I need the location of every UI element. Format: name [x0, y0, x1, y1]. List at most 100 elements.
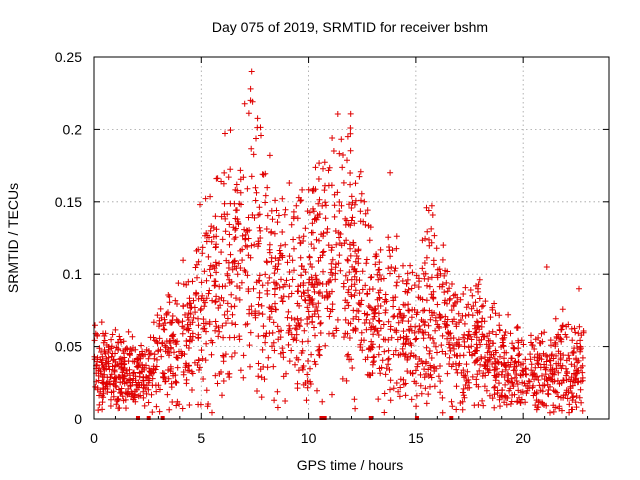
- data-point: [257, 227, 264, 234]
- data-point: [176, 401, 183, 408]
- data-point: [266, 152, 273, 159]
- data-point: [555, 393, 562, 400]
- data-point: [174, 364, 181, 371]
- data-point: [305, 279, 312, 286]
- data-point: [331, 333, 337, 339]
- data-point: [262, 170, 269, 177]
- data-point: [364, 207, 371, 214]
- data-point: [571, 363, 578, 370]
- data-point: [294, 315, 301, 322]
- data-point: [224, 300, 231, 307]
- data-point: [159, 339, 166, 346]
- data-point: [328, 247, 335, 254]
- data-point: [278, 276, 284, 283]
- data-point: [313, 304, 320, 310]
- data-point: [497, 403, 503, 410]
- data-point: [195, 295, 202, 302]
- data-point: [501, 399, 508, 406]
- data-point: [473, 347, 479, 354]
- data-point: [422, 385, 429, 392]
- data-point: [244, 272, 251, 279]
- data-point: [161, 326, 168, 333]
- data-point: [298, 317, 304, 323]
- data-point: [127, 376, 134, 383]
- data-point: [430, 261, 437, 268]
- data-point: [566, 409, 573, 416]
- data-point: [268, 308, 275, 315]
- data-point: [454, 339, 461, 346]
- data-point: [155, 382, 162, 389]
- data-point: [344, 256, 351, 263]
- data-point: [132, 373, 139, 380]
- data-point: [405, 301, 412, 308]
- data-point: [180, 302, 187, 309]
- data-point: [548, 352, 555, 359]
- data-point: [213, 262, 220, 269]
- data-point: [172, 372, 179, 379]
- data-point: [319, 202, 326, 209]
- data-point: [439, 256, 446, 263]
- data-point: [350, 327, 357, 334]
- data-point: [164, 391, 171, 398]
- data-point: [467, 287, 474, 293]
- data-point: [394, 279, 400, 286]
- data-point: [447, 347, 454, 354]
- data-point: [370, 331, 377, 338]
- data-point: [327, 277, 334, 283]
- data-point: [230, 224, 237, 231]
- data-point: [150, 319, 157, 326]
- data-point: [460, 385, 467, 392]
- data-point: [200, 376, 207, 382]
- data-point: [447, 330, 454, 337]
- data-point: [221, 169, 228, 176]
- data-point: [286, 269, 293, 275]
- data-point: [376, 259, 383, 266]
- data-point: [459, 406, 466, 413]
- data-point: [499, 393, 506, 400]
- data-point: [511, 345, 518, 352]
- data-point: [183, 342, 190, 349]
- data-point: [295, 194, 302, 201]
- data-point: [162, 344, 169, 351]
- data-point: [248, 310, 255, 317]
- data-point: [306, 294, 313, 301]
- data-point: [129, 333, 136, 340]
- data-point: [279, 254, 286, 261]
- data-point: [342, 330, 349, 337]
- data-point: [218, 369, 224, 375]
- data-point: [247, 363, 253, 370]
- data-point: [548, 342, 554, 349]
- data-point: [375, 396, 382, 403]
- data-point: [254, 388, 260, 394]
- data-point: [253, 135, 259, 142]
- data-point: [282, 206, 289, 213]
- data-point: [514, 381, 521, 388]
- data-point: [568, 390, 575, 397]
- data-point: [559, 306, 566, 313]
- data-point: [504, 377, 511, 384]
- data-point: [311, 324, 317, 331]
- data-point: [547, 337, 554, 344]
- data-point: [316, 351, 323, 358]
- data-point: [179, 330, 186, 337]
- data-point: [93, 362, 100, 368]
- data-point: [392, 265, 399, 272]
- data-point: [544, 353, 551, 360]
- data-point: [403, 333, 410, 340]
- data-point: [514, 398, 521, 405]
- data-point: [375, 310, 382, 317]
- data-point: [203, 295, 210, 302]
- data-point: [349, 365, 356, 371]
- data-point: [355, 246, 362, 253]
- data-point: [362, 221, 369, 228]
- data-point: [483, 341, 490, 348]
- data-point: [277, 350, 284, 357]
- data-point: [431, 340, 437, 346]
- data-point: [248, 242, 255, 249]
- data-point: [342, 272, 349, 279]
- data-point: [229, 266, 236, 273]
- data-point: [107, 403, 114, 409]
- data-point: [572, 376, 579, 383]
- data-point: [259, 346, 266, 353]
- data-point: [440, 242, 447, 249]
